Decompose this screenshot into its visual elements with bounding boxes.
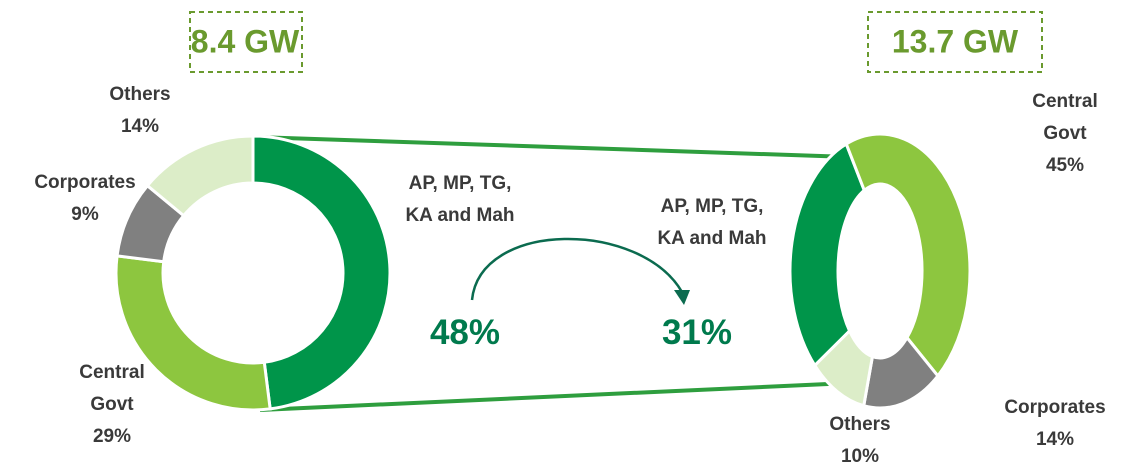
slice-label: Corporates 9% xyxy=(15,167,155,231)
slice-label: Corporates 14% xyxy=(985,392,1122,456)
donut-segment xyxy=(145,134,255,218)
connector xyxy=(259,381,851,412)
value-label: 48% xyxy=(429,313,501,352)
donut-segment xyxy=(788,141,867,368)
connector xyxy=(254,135,851,159)
donut-segment xyxy=(251,134,392,411)
value-label: 14% xyxy=(1035,429,1075,450)
value-label: 29% xyxy=(92,426,132,447)
donut-segment xyxy=(844,132,972,379)
category-label: AP, MP, TG, KA and Mah xyxy=(657,196,767,249)
category-label: Central Govt xyxy=(1032,91,1098,144)
category-label: Corporates xyxy=(34,172,136,193)
value-label: 45% xyxy=(1045,155,1085,176)
arrow-head xyxy=(674,290,690,305)
donut-segment xyxy=(812,328,875,408)
category-label: Central Govt xyxy=(79,362,145,415)
category-label: Others xyxy=(829,414,891,435)
slice-label: AP, MP, TG, KA and Mah xyxy=(396,168,524,232)
value-label: 31% xyxy=(661,313,733,352)
category-label: Corporates xyxy=(1004,397,1106,418)
donut-segment xyxy=(114,254,272,412)
slice-label: AP, MP, TG, KA and Mah xyxy=(648,191,776,255)
category-label: Others xyxy=(109,84,171,105)
slice-label: Central Govt 29% xyxy=(72,357,152,453)
title-box xyxy=(189,11,303,73)
slice-label: Others 10% xyxy=(810,409,910,469)
chart-title: 13.7 GW xyxy=(891,23,1019,60)
category-label: AP, MP, TG, KA and Mah xyxy=(405,173,515,226)
value-label: 10% xyxy=(840,446,880,467)
slice-label: Others 14% xyxy=(90,79,190,143)
slice-label: Central Govt 45% xyxy=(1025,86,1105,182)
chart-title: 8.4 GW xyxy=(190,23,300,60)
value-label: 14% xyxy=(120,116,160,137)
value-label: 9% xyxy=(71,204,99,225)
arrow xyxy=(470,237,684,301)
